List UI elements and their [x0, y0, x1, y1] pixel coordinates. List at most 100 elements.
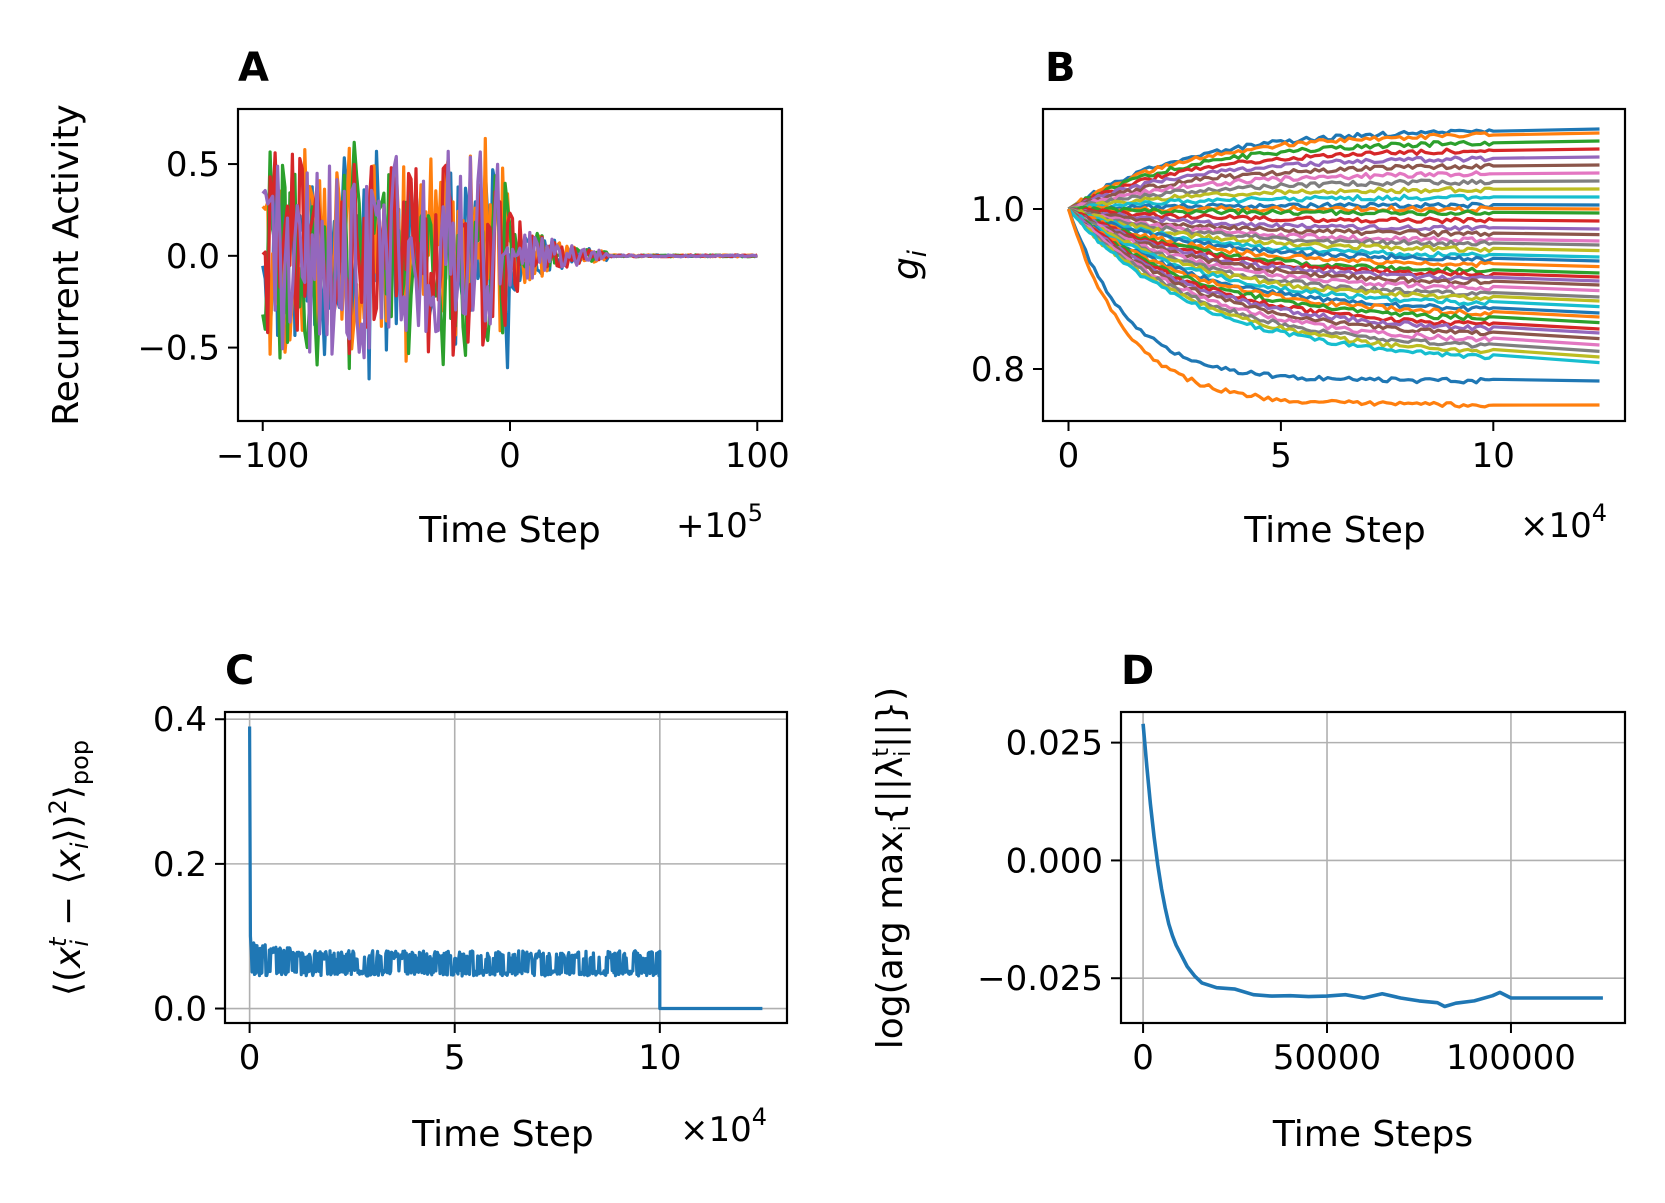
panel-b-series-line	[1068, 170, 1600, 211]
panel-b-series-line	[1066, 208, 1600, 409]
panel-a-x-offset-exponent: 5	[748, 499, 763, 527]
panel-c-series-line	[248, 726, 763, 1011]
panel-c-ylabel-pop: pop	[66, 740, 94, 785]
panel-a-xlabel: Time Step	[418, 510, 601, 551]
panel-d-ytick-label: 0.025	[1006, 724, 1103, 764]
panel-a-ytick-label: −0.5	[137, 329, 220, 369]
panel-c-x-scale: ×104	[680, 1103, 767, 1150]
panel-d-xtick-label: 50000	[1273, 1038, 1381, 1078]
panel-b-frame	[1041, 107, 1627, 423]
panel-c-ylabel-open: ⟨(	[48, 968, 89, 996]
panel-b-series-line	[1068, 207, 1600, 238]
panel-b-series-line	[1067, 207, 1600, 319]
panel-b-series-line	[1067, 207, 1600, 264]
panel-b-series-line	[1066, 208, 1600, 385]
panel-a-ytick-label: 0.5	[166, 145, 220, 185]
panel-b-x-scale: ×104	[1520, 499, 1607, 546]
panel-b-xtick-label: 0	[1058, 436, 1080, 476]
panel-c-letter: C	[225, 648, 254, 694]
panel-c-ticks: 0 5 10 0.0 0.2 0.4	[153, 700, 682, 1078]
panel-c-ylabel: ⟨(xit − ⟨xi⟩)2⟩pop	[44, 740, 94, 996]
panel-b-ylabel-sub: i	[903, 249, 933, 257]
panel-b-series-line	[1067, 207, 1600, 365]
panel-c-ylabel-end: ⟩	[48, 785, 89, 799]
panel-a-letter: A	[238, 45, 269, 91]
panel-b-series-line	[1068, 207, 1600, 232]
panel-b: B 0 5 10 0.8 1.0 Time Step gi ×104	[886, 45, 1627, 551]
panel-d-xtick-label: 0	[1132, 1038, 1154, 1078]
panel-c-ylabel-power: 2	[44, 799, 72, 814]
panel-c-ylabel-minus: − ⟨	[48, 870, 89, 937]
panel-b-series-line	[1067, 207, 1600, 347]
panel-d-ylabel-brace-open: {||λ	[870, 757, 911, 825]
panel-b-ylabel: gi	[886, 249, 933, 280]
panel-a-x-offset: +105	[676, 499, 763, 546]
panel-b-xtick-label: 10	[1472, 436, 1515, 476]
panel-b-series-line	[1068, 193, 1600, 211]
panel-d-ylabel-argmax-sub: i	[891, 825, 916, 831]
panel-b-xlabel: Time Step	[1243, 510, 1426, 551]
panel-a-xtick-label: −100	[216, 436, 309, 476]
panel-d-xlabel: Time Steps	[1272, 1114, 1473, 1155]
panel-b-series-line	[1067, 147, 1600, 211]
panel-a-ylabel: Recurrent Activity	[46, 104, 87, 426]
panel-d-ylabel-open: (	[870, 980, 911, 994]
panel-c-series	[248, 726, 763, 1011]
panel-d-grid	[1121, 712, 1625, 1023]
panel-b-series-line	[1068, 178, 1600, 211]
panel-c-ytick-label: 0.0	[153, 990, 207, 1030]
panel-d-ylabel: log(arg maxi{||λit||})	[869, 687, 916, 1049]
panel-b-series-line	[1067, 207, 1600, 325]
panel-d-frame	[1119, 710, 1627, 1025]
panel-c-xlabel: Time Step	[411, 1114, 594, 1155]
panel-b-series-line	[1067, 207, 1600, 309]
panel-b-series-line	[1067, 139, 1600, 211]
panel-b-x-scale-base: ×10	[1520, 506, 1592, 546]
panel-d: D 0 50000 100000 −0.025 0.000 0.025 Time Step…	[869, 648, 1627, 1155]
panel-b-series-line	[1067, 162, 1600, 211]
panel-c-x-scale-exponent: 4	[752, 1103, 767, 1131]
panel-a-x-offset-base: +10	[676, 506, 748, 546]
panel-b-series-line	[1067, 155, 1600, 211]
panel-a-xtick-label: 0	[499, 436, 521, 476]
panel-d-ytick-label: −0.025	[977, 959, 1103, 999]
panel-c-ylabel-x1-sup: t	[44, 936, 72, 947]
panel-b-series-line	[1068, 207, 1600, 248]
panel-b-xtick-label: 5	[1270, 436, 1292, 476]
panel-d-ytick-label: 0.000	[1006, 841, 1103, 881]
panel-b-series-line	[1067, 207, 1600, 287]
panel-b-letter: B	[1045, 45, 1076, 91]
panel-b-x-scale-exponent: 4	[1592, 499, 1607, 527]
panel-d-series	[1141, 723, 1603, 1009]
panel-b-ytick-label: 1.0	[971, 190, 1025, 230]
panel-a-xtick-label: 100	[725, 436, 790, 476]
panel-c-frame	[223, 710, 789, 1025]
panel-b-series-line	[1067, 207, 1600, 335]
panel-c-xtick-label: 5	[444, 1038, 466, 1078]
panel-b-series-line	[1068, 205, 1600, 217]
panel-a: A −100 0 100 −0.5 0.0 0.5 Time Step Recurrent…	[46, 45, 790, 551]
panel-c: C 0 5 100.00.20.4 Time Step ⟨(xit − ⟨xi⟩)2…	[44, 648, 789, 1155]
panel-d-ylabel-log: log	[870, 994, 911, 1049]
panel-a-ticks: −100 0 100 −0.5 0.0 0.5	[137, 145, 789, 476]
panel-d-ticks: 0 50000 100000 −0.025 0.000 0.025	[977, 724, 1576, 1078]
panel-b-series-line	[1068, 186, 1600, 211]
panel-b-series-line	[1067, 207, 1600, 353]
panel-d-series-line	[1141, 723, 1603, 1009]
panel-a-series-line	[261, 149, 758, 360]
panel-c-ylabel-x2: x	[48, 848, 89, 871]
panel-c-ytick-label: 0.4	[153, 700, 207, 740]
panel-c-ylabel-x1: x	[48, 946, 89, 969]
panel-c-x-scale-base: ×10	[680, 1110, 752, 1150]
panel-c-xtick-label: 0	[239, 1038, 261, 1078]
panel-c-ylabel-x2-sub: i	[66, 842, 94, 849]
panel-b-series-line	[1068, 207, 1600, 225]
panel-d-xtick-label: 100000	[1446, 1038, 1576, 1078]
panel-d-letter: D	[1121, 648, 1154, 694]
panel-b-series-line	[1067, 131, 1600, 211]
panel-d-ylabel-lam-sup: t	[869, 748, 894, 757]
panel-d-ylabel-brace-close: ||})	[870, 687, 911, 748]
panel-a-series	[261, 136, 758, 381]
panel-b-ylabel-g: g	[886, 257, 927, 280]
